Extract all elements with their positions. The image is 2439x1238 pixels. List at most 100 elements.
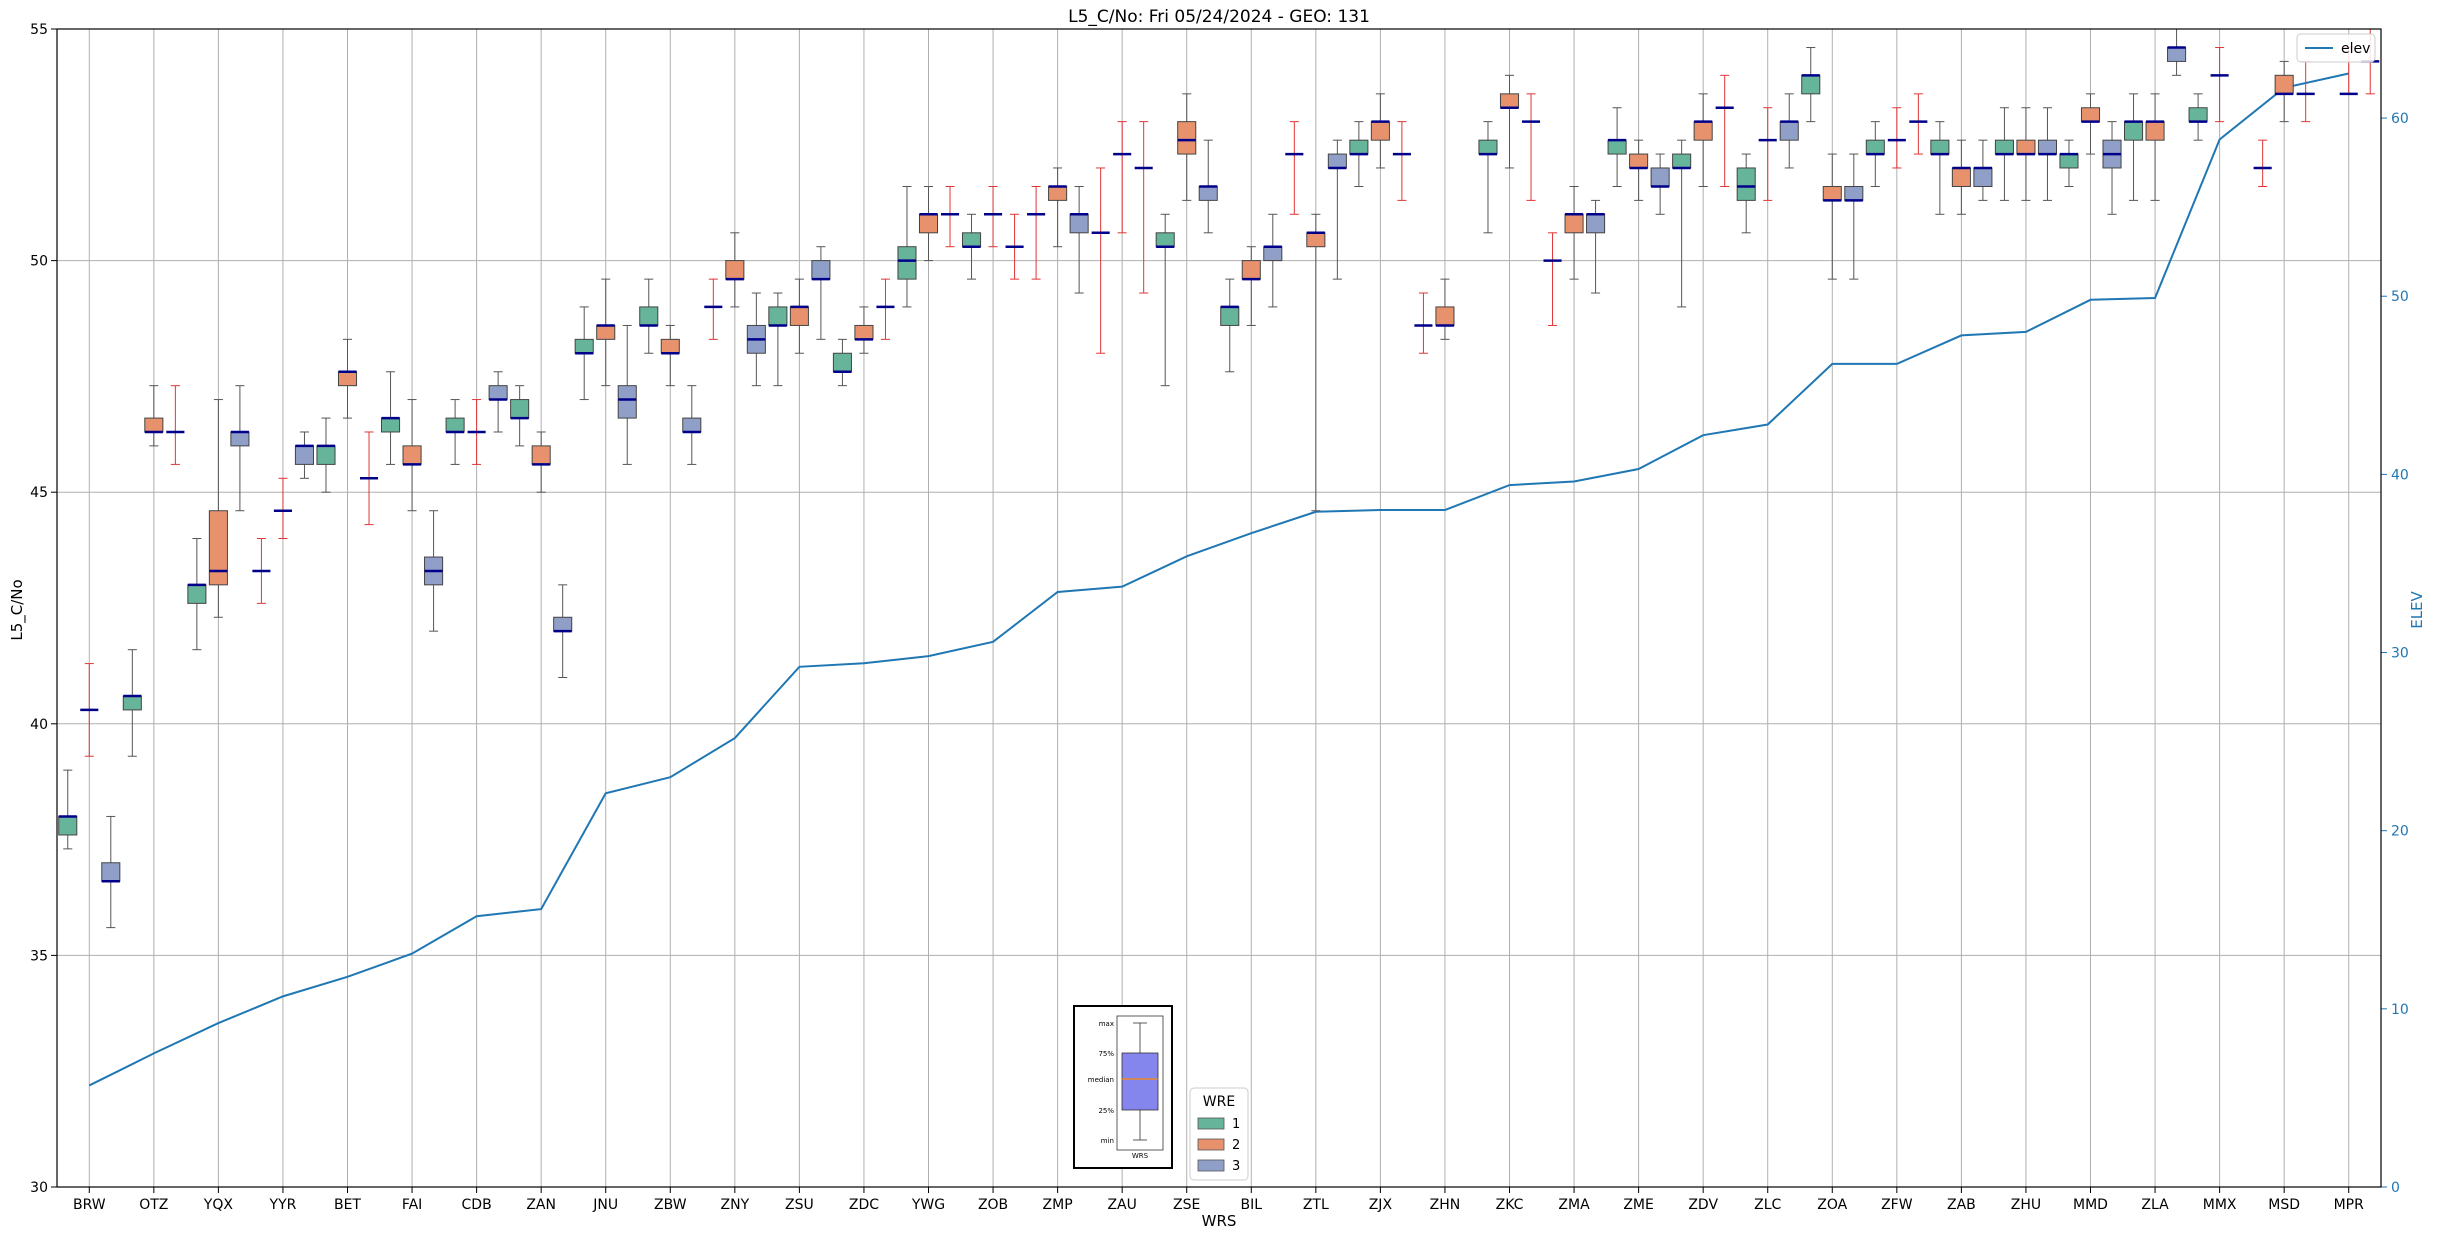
- box-ZJX-wre1: [1349, 121, 1369, 187]
- x-tick-label: ZAU: [1107, 1197, 1136, 1213]
- box-MMX-wre2: [2210, 47, 2229, 123]
- box-key: max 75% median 25% min WRS: [1073, 1005, 1173, 1169]
- box-BET-wre1: [316, 417, 336, 493]
- box-ZTL-wre1: [1285, 121, 1304, 215]
- x-tick-label: BET: [334, 1197, 361, 1213]
- box-body: [1629, 153, 1649, 169]
- box-key-label: median: [1088, 1076, 1114, 1084]
- box-ZJX-wre3: [1392, 121, 1411, 201]
- x-tick-label: ZTL: [1303, 1197, 1329, 1213]
- y2-tick-label: 20: [2391, 824, 2409, 840]
- box-body: [2059, 153, 2079, 169]
- grid-lines: [57, 28, 2381, 1188]
- box-body: [961, 232, 982, 248]
- x-tick-label: JNU: [592, 1197, 618, 1213]
- box-BIL-wre3: [1263, 213, 1283, 308]
- x-tick-label: ZJX: [1369, 1197, 1393, 1213]
- box-body: [510, 399, 530, 419]
- box-body: [1327, 153, 1347, 169]
- x-tick-label: CDB: [462, 1197, 492, 1213]
- box-body: [1220, 306, 1240, 326]
- box-body: [1822, 185, 1842, 201]
- y2-tick-label: 10: [2391, 1002, 2409, 1018]
- box-body: [574, 338, 594, 354]
- box-body: [2123, 121, 2144, 141]
- elevation-line-layer: [88, 72, 2349, 1087]
- box-body: [1499, 93, 1520, 109]
- box-body: [531, 445, 551, 465]
- legend-elev-label: elev: [2341, 41, 2370, 57]
- box-ZFW-wre3: [1909, 93, 1928, 155]
- box-ZME-wre2: [1629, 139, 1649, 201]
- y-tick-label: 35: [30, 948, 48, 964]
- legend-elev-frame: [2296, 33, 2376, 63]
- x-tick-label: ZBW: [654, 1197, 687, 1213]
- box-body: [380, 417, 401, 433]
- box-ZAB-wre3: [1973, 139, 1993, 201]
- x-tick-label: MMX: [2203, 1197, 2237, 1213]
- box-key-label: min: [1101, 1137, 1114, 1145]
- box-YQX-wre3: [230, 385, 250, 512]
- x-tick-label: ZOA: [1817, 1197, 1847, 1213]
- box-ZAB-wre2: [1951, 139, 1971, 215]
- box-ZME-wre3: [1650, 153, 1670, 215]
- legend-wre-swatch: [1197, 1138, 1225, 1151]
- x-tick-label: FAI: [402, 1197, 422, 1213]
- y-tick-label: 40: [30, 717, 48, 733]
- box-body: [1607, 139, 1627, 155]
- box-body: [682, 417, 702, 433]
- box-ZFW-wre1: [1865, 121, 1885, 187]
- box-ZJX-wre2: [1370, 93, 1390, 169]
- box-ZBW-wre1: [639, 278, 659, 354]
- box-ZOB-wre3: [1005, 213, 1024, 280]
- box-ZDC-wre2: [854, 306, 874, 354]
- box-ZAN-wre1: [510, 385, 530, 447]
- box-key-xlabel: WRS: [1132, 1152, 1149, 1160]
- box-BRW-wre1: [58, 769, 78, 850]
- x-tick-label: MPR: [2334, 1197, 2365, 1213]
- box-body: [1349, 139, 1369, 155]
- box-body: [1930, 139, 1950, 155]
- box-body: [122, 695, 142, 711]
- box-ZDV-wre3: [1715, 74, 1734, 187]
- box-body: [2145, 121, 2165, 141]
- x-tick-label: ZHN: [1430, 1197, 1461, 1213]
- box-ZHU-wre3: [2037, 107, 2058, 201]
- x-tick-label: ZFW: [1881, 1197, 1913, 1213]
- box-ZAN-wre2: [531, 431, 551, 493]
- box-ZSE-wre2: [1177, 93, 1197, 201]
- box-body: [1951, 167, 1971, 187]
- box-body: [1736, 167, 1756, 201]
- box-CDB-wre2: [467, 399, 486, 465]
- box-body: [1844, 185, 1864, 201]
- box-ZDV-wre1: [1672, 139, 1692, 308]
- box-ZHN-wre2: [1435, 278, 1455, 340]
- box-body: [1478, 139, 1498, 155]
- box-key-body: [1121, 1052, 1159, 1111]
- box-ZAU-wre1: [1091, 167, 1110, 354]
- box-BRW-wre3: [101, 815, 121, 929]
- y2-tick-label: 0: [2391, 1180, 2400, 1196]
- box-MMD-wre1: [2059, 139, 2079, 187]
- box-ZSE-wre1: [1155, 213, 1175, 387]
- box-body: [854, 324, 874, 340]
- box-body: [2167, 47, 2187, 62]
- x-tick-label: ZSU: [785, 1197, 814, 1213]
- box-body: [316, 445, 336, 465]
- box-ZMP-wre2: [1048, 167, 1068, 248]
- box-YYR-wre3: [294, 431, 315, 479]
- x-tick-label: MSD: [2268, 1197, 2300, 1213]
- x-tick-label: OTZ: [139, 1197, 168, 1213]
- box-body: [1650, 167, 1670, 187]
- box-ZOA-wre2: [1822, 153, 1842, 280]
- box-OTZ-wre2: [144, 385, 164, 447]
- box-OTZ-wre3: [166, 385, 185, 465]
- y-tick-label: 55: [30, 22, 48, 38]
- box-ZDV-wre2: [1693, 93, 1713, 187]
- box-body: [1564, 213, 1584, 234]
- box-ZLC-wre3: [1779, 93, 1799, 169]
- box-ZMA-wre2: [1564, 185, 1584, 280]
- box-ZHN-wre1: [1414, 292, 1433, 354]
- box-ZMP-wre1: [1027, 185, 1046, 280]
- box-BET-wre2: [337, 338, 358, 419]
